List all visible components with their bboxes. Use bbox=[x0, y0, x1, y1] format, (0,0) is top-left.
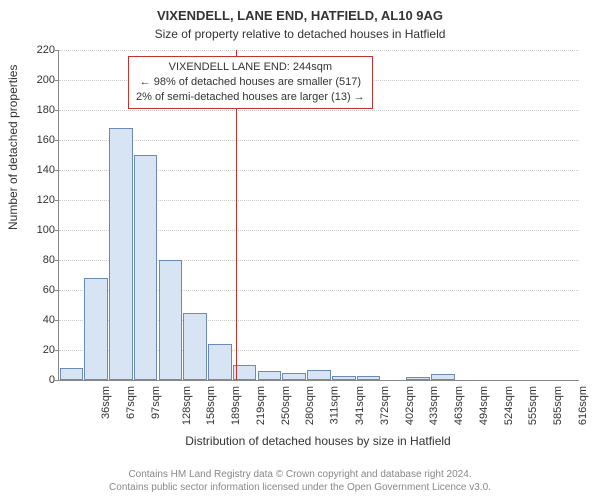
x-tick-label: 524sqm bbox=[503, 386, 515, 425]
x-tick-label: 616sqm bbox=[577, 386, 589, 425]
x-tick-label: 250sqm bbox=[280, 386, 292, 425]
x-tick-label: 36sqm bbox=[100, 386, 112, 419]
y-tick-mark bbox=[55, 50, 59, 51]
y-tick-mark bbox=[55, 170, 59, 171]
y-tick-mark bbox=[55, 80, 59, 81]
gridline bbox=[59, 50, 579, 51]
histogram-bar bbox=[159, 260, 183, 380]
annotation-box: VIXENDELL LANE END: 244sqm ← 98% of deta… bbox=[128, 56, 373, 109]
x-tick-label: 402sqm bbox=[404, 386, 416, 425]
x-tick-label: 585sqm bbox=[552, 386, 564, 425]
histogram-bar bbox=[84, 278, 108, 380]
x-tick-label: 372sqm bbox=[379, 386, 391, 425]
y-tick-label: 60 bbox=[25, 284, 55, 296]
y-tick-label: 0 bbox=[25, 374, 55, 386]
gridline bbox=[59, 110, 579, 111]
y-tick-label: 180 bbox=[25, 104, 55, 116]
plot-wrapper: 02040608010012014016018020022036sqm67sqm… bbox=[58, 50, 578, 380]
y-tick-mark bbox=[55, 260, 59, 261]
x-tick-label: 555sqm bbox=[527, 386, 539, 425]
histogram-bar bbox=[208, 344, 232, 380]
chart-title: VIXENDELL, LANE END, HATFIELD, AL10 9AG bbox=[0, 0, 600, 25]
x-tick-label: 158sqm bbox=[206, 386, 218, 425]
histogram-bar bbox=[60, 368, 84, 380]
y-tick-mark bbox=[55, 350, 59, 351]
y-tick-mark bbox=[55, 110, 59, 111]
y-tick-label: 120 bbox=[25, 194, 55, 206]
x-axis-label: Distribution of detached houses by size … bbox=[58, 434, 578, 448]
x-tick-label: 189sqm bbox=[230, 386, 242, 425]
gridline bbox=[59, 140, 579, 141]
histogram-bar bbox=[332, 376, 356, 381]
annotation-line-3: 2% of semi-detached houses are larger (1… bbox=[136, 90, 365, 105]
y-tick-label: 100 bbox=[25, 224, 55, 236]
histogram-bar bbox=[109, 128, 133, 380]
x-tick-label: 433sqm bbox=[428, 386, 440, 425]
y-tick-mark bbox=[55, 140, 59, 141]
footer-line-1: Contains HM Land Registry data © Crown c… bbox=[0, 468, 600, 481]
histogram-bar bbox=[357, 376, 381, 381]
x-tick-label: 128sqm bbox=[181, 386, 193, 425]
footer-line-2: Contains public sector information licen… bbox=[0, 481, 600, 494]
footer: Contains HM Land Registry data © Crown c… bbox=[0, 468, 600, 494]
x-tick-label: 311sqm bbox=[329, 386, 341, 424]
histogram-bar bbox=[307, 370, 331, 381]
y-tick-label: 160 bbox=[25, 134, 55, 146]
x-tick-label: 494sqm bbox=[478, 386, 490, 425]
x-tick-label: 463sqm bbox=[453, 386, 465, 425]
y-axis-label: Number of detached properties bbox=[6, 65, 20, 230]
x-tick-label: 341sqm bbox=[354, 386, 366, 425]
x-tick-label: 67sqm bbox=[125, 386, 137, 419]
x-tick-label: 97sqm bbox=[150, 386, 162, 419]
y-tick-label: 220 bbox=[25, 44, 55, 56]
y-tick-mark bbox=[55, 290, 59, 291]
y-tick-mark bbox=[55, 200, 59, 201]
y-tick-label: 200 bbox=[25, 74, 55, 86]
x-tick-label: 280sqm bbox=[305, 386, 317, 425]
y-tick-label: 20 bbox=[25, 344, 55, 356]
histogram-bar bbox=[406, 377, 430, 380]
histogram-bar bbox=[134, 155, 158, 380]
y-tick-label: 80 bbox=[25, 254, 55, 266]
histogram-bar bbox=[258, 371, 282, 380]
y-tick-label: 40 bbox=[25, 314, 55, 326]
y-tick-mark bbox=[55, 320, 59, 321]
y-tick-mark bbox=[55, 380, 59, 381]
histogram-bar bbox=[282, 373, 306, 381]
annotation-line-2: ← 98% of detached houses are smaller (51… bbox=[136, 75, 365, 90]
x-tick-label: 219sqm bbox=[255, 386, 267, 425]
annotation-line-1: VIXENDELL LANE END: 244sqm bbox=[136, 60, 365, 75]
y-tick-label: 140 bbox=[25, 164, 55, 176]
chart-subtitle: Size of property relative to detached ho… bbox=[0, 27, 600, 41]
histogram-bar bbox=[183, 313, 207, 381]
chart-container: VIXENDELL, LANE END, HATFIELD, AL10 9AG … bbox=[0, 0, 600, 500]
histogram-bar bbox=[431, 374, 455, 380]
y-tick-mark bbox=[55, 230, 59, 231]
